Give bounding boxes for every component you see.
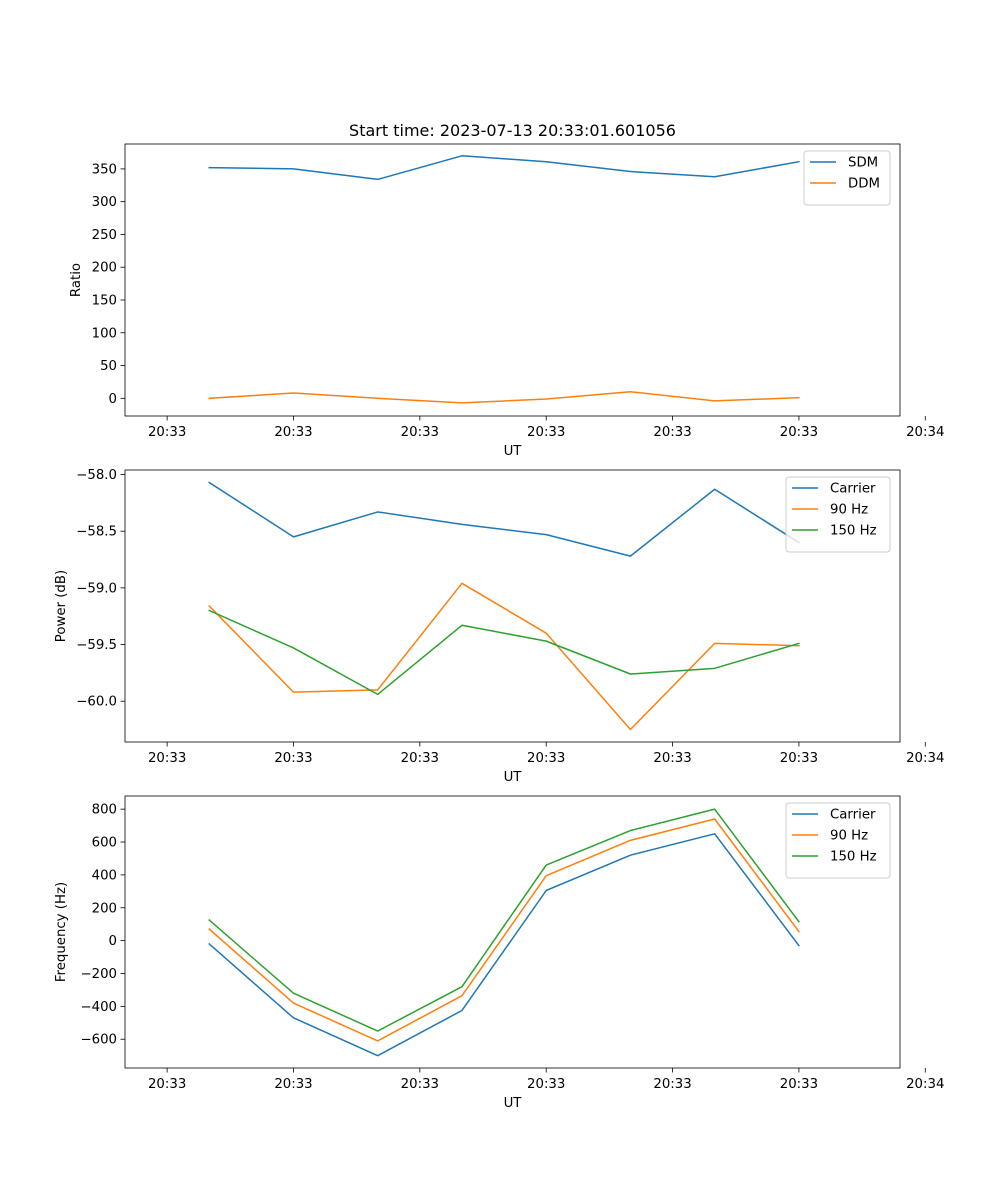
x-tick-label: 20:33 (274, 1077, 312, 1092)
x-tick-label: 20:33 (780, 1077, 818, 1092)
legend: Carrier 90 Hz 150 Hz (785, 802, 891, 879)
x-tick-label: 20:33 (274, 751, 312, 766)
legend-label: Carrier (830, 482, 876, 497)
legend-box (785, 476, 891, 553)
x-tick-label: 20:34 (906, 1077, 944, 1092)
series-line-90-hz (208, 818, 800, 1042)
y-tick-label: 400 (92, 868, 117, 883)
y-tick-label: −60.0 (76, 695, 117, 710)
x-tick-label: 20:33 (653, 425, 691, 440)
y-tick-label: 300 (92, 195, 117, 210)
series-line-carrier (208, 833, 800, 1057)
plot-frame (124, 469, 901, 743)
x-tick-label: 20:33 (401, 425, 439, 440)
y-tick-label: −200 (80, 967, 117, 982)
y-tick-label: 250 (92, 228, 117, 243)
x-tick-label: 20:33 (401, 751, 439, 766)
x-tick-label: 20:33 (274, 425, 312, 440)
y-axis-label: Ratio (69, 263, 84, 297)
x-axis-label: UT (504, 444, 523, 459)
y-tick-label: 150 (92, 293, 117, 308)
series-line-sdm (208, 155, 800, 181)
x-tick-label: 20:33 (527, 1077, 565, 1092)
x-tick-label: 20:33 (780, 751, 818, 766)
legend-box (785, 802, 891, 879)
x-axis-label: UT (504, 770, 523, 785)
legend-label: 90 Hz (830, 503, 868, 518)
y-tick-label: 800 (92, 803, 117, 818)
legend-box (803, 150, 891, 206)
x-tick-label: 20:33 (653, 1077, 691, 1092)
y-tick-label: −58.0 (76, 468, 117, 483)
series-line-150-hz (208, 609, 800, 696)
subplot-2: 20:33 20:33 20:33 20:33 20:33 20:33 20:34 −60.0… (54, 468, 944, 785)
y-tick-label: 350 (92, 162, 117, 177)
series-line-carrier (208, 481, 800, 557)
plot-frame (124, 143, 901, 417)
y-tick-label: −600 (80, 1033, 117, 1048)
y-tick-label: 200 (92, 261, 117, 276)
legend: SDM DDM (803, 150, 891, 206)
y-tick-label: 600 (92, 836, 117, 851)
y-tick-label: −59.5 (76, 638, 117, 653)
legend: Carrier 90 Hz 150 Hz (785, 476, 891, 553)
x-tick-label: 20:33 (527, 425, 565, 440)
legend-label: Carrier (830, 808, 876, 823)
legend-label: 150 Hz (830, 524, 877, 539)
x-tick-label: 20:33 (148, 425, 186, 440)
y-tick-label: 0 (109, 934, 117, 949)
series-line-150-hz (208, 808, 800, 1032)
series-line-ddm (208, 391, 800, 404)
y-tick-label: −58.5 (76, 525, 117, 540)
y-axis-label: Power (dB) (54, 570, 69, 642)
y-tick-label: −59.0 (76, 581, 117, 596)
legend-label: 90 Hz (830, 829, 868, 844)
legend-label: SDM (848, 156, 878, 171)
x-tick-label: 20:33 (527, 751, 565, 766)
x-tick-label: 20:34 (906, 425, 944, 440)
y-axis-label: Frequency (Hz) (54, 882, 69, 982)
x-tick-label: 20:33 (401, 1077, 439, 1092)
x-tick-label: 20:33 (148, 751, 186, 766)
x-tick-label: 20:33 (653, 751, 691, 766)
y-tick-label: 100 (92, 326, 117, 341)
legend-label: 150 Hz (830, 850, 877, 865)
subplot-1: 20:33 20:33 20:33 20:33 20:33 20:33 20:34 0 50 10… (69, 121, 944, 459)
x-tick-label: 20:34 (906, 751, 944, 766)
legend-label: DDM (848, 177, 880, 192)
plot-frame (124, 795, 901, 1069)
y-tick-label: 200 (92, 901, 117, 916)
x-axis-label: UT (504, 1096, 523, 1111)
y-tick-label: 50 (100, 359, 117, 374)
y-tick-label: 0 (109, 392, 117, 407)
x-tick-label: 20:33 (780, 425, 818, 440)
y-tick-label: −400 (80, 1000, 117, 1015)
subplot-3: 20:33 20:33 20:33 20:33 20:33 20:33 20:34 −600 −… (54, 795, 944, 1111)
series-line-90-hz (208, 582, 800, 731)
x-tick-label: 20:33 (148, 1077, 186, 1092)
chart-title: Start time: 2023-07-13 20:33:01.601056 (349, 121, 676, 140)
